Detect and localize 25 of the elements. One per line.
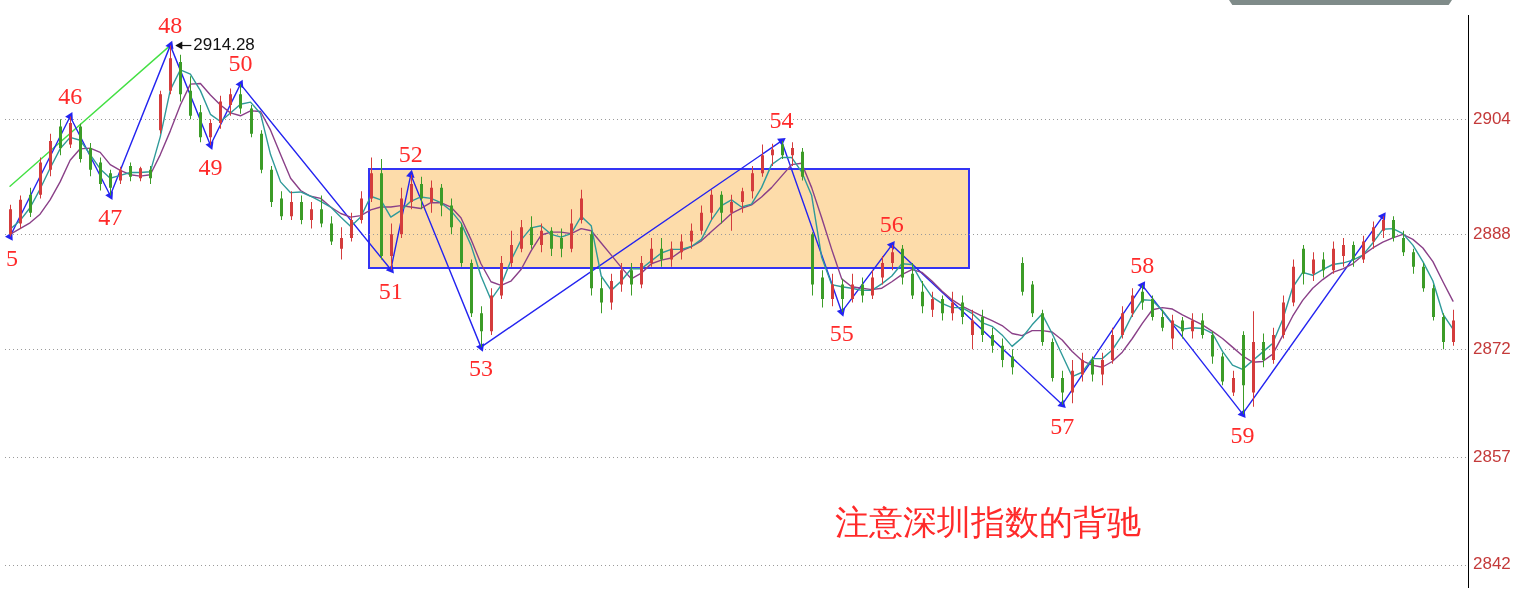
annotation: 49 — [198, 153, 223, 180]
y-tick-label: 2904 — [1473, 109, 1511, 129]
annotation: 54 — [769, 107, 794, 134]
point — [476, 343, 485, 352]
y-tick-label: 2872 — [1473, 338, 1511, 358]
point — [205, 141, 214, 150]
annotation: 52 — [398, 140, 423, 167]
y-tick-label: 2888 — [1473, 224, 1511, 244]
annotation: 58 — [1130, 251, 1155, 278]
annotation: 46 — [58, 82, 83, 109]
annotation: 59 — [1230, 422, 1255, 449]
point — [836, 308, 845, 317]
annotation: 53 — [468, 355, 493, 382]
point — [406, 169, 415, 179]
annotation: 注意深圳指数的背驰 — [835, 502, 1141, 543]
annotation: 5 — [6, 244, 18, 271]
annotation: 55 — [829, 320, 854, 347]
y-tick-label: 2842 — [1473, 554, 1511, 574]
annotation: 51 — [378, 277, 403, 304]
y-tick-label: 2857 — [1473, 446, 1511, 466]
point — [165, 40, 174, 50]
annotation: 47 — [98, 203, 123, 230]
annotation: 57 — [1050, 412, 1075, 439]
annotation: 56 — [879, 211, 904, 238]
annotation: 48 — [158, 11, 183, 38]
